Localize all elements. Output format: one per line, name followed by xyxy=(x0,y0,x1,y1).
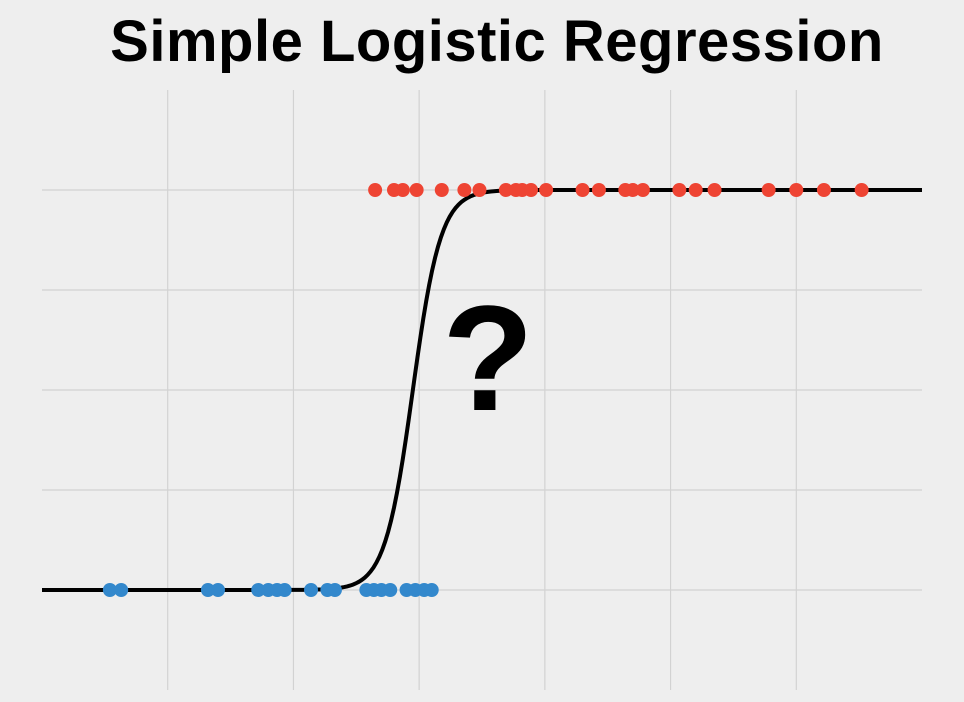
data-point-class-0 xyxy=(200,583,215,597)
data-point-class-1 xyxy=(688,183,703,197)
data-point-class-0 xyxy=(424,583,439,597)
data-point-class-0 xyxy=(277,583,292,597)
data-point-class-1 xyxy=(457,183,472,197)
data-point-class-1 xyxy=(575,183,590,197)
data-point-class-1 xyxy=(539,183,554,197)
data-point-class-0 xyxy=(383,583,398,597)
data-point-class-1 xyxy=(524,183,539,197)
data-point-class-1 xyxy=(761,183,776,197)
data-point-class-0 xyxy=(114,583,129,597)
data-point-class-1 xyxy=(707,183,722,197)
data-point-class-0 xyxy=(211,583,225,597)
data-point-class-0 xyxy=(251,583,266,597)
data-point-class-1 xyxy=(635,183,650,197)
data-point-class-1 xyxy=(625,183,640,197)
data-point-class-1 xyxy=(409,183,424,197)
chart-title: Simple Logistic Regression xyxy=(110,9,884,74)
data-point-class-0 xyxy=(304,583,319,597)
data-point-class-1 xyxy=(789,183,804,197)
data-point-class-1 xyxy=(498,183,513,197)
data-point-class-1 xyxy=(395,183,410,197)
data-point-class-1 xyxy=(816,183,831,197)
data-point-class-1 xyxy=(591,183,606,197)
data-point-class-0 xyxy=(327,583,342,597)
data-point-class-0 xyxy=(102,583,117,597)
data-point-class-1 xyxy=(472,183,487,197)
question-mark-annotation: ? xyxy=(442,274,534,442)
data-point-class-1 xyxy=(672,183,687,197)
data-point-class-1 xyxy=(854,183,869,197)
points xyxy=(102,183,869,597)
data-point-class-1 xyxy=(368,183,383,197)
data-point-class-1 xyxy=(434,183,449,197)
